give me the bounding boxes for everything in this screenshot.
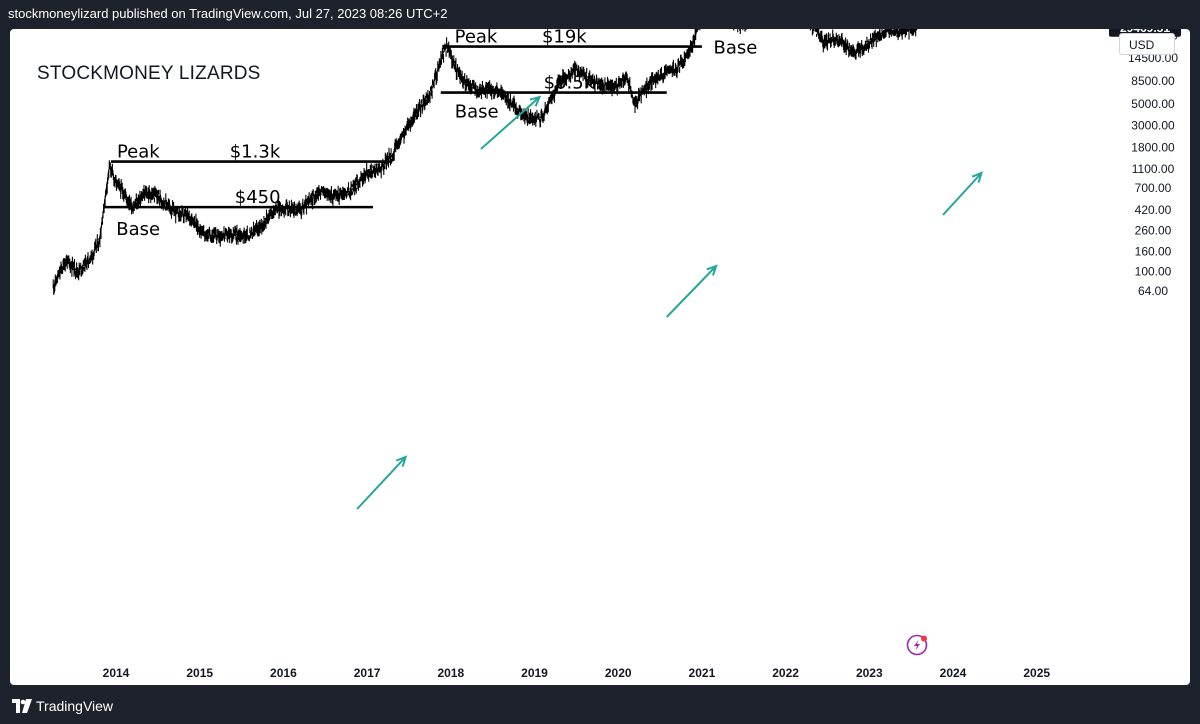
level-name-label: Peak	[117, 142, 160, 163]
price-tick-label: 1100.00	[1132, 162, 1175, 176]
price-axis[interactable]: 300000.00180000.00110000.0070000.0042000…	[1125, 29, 1182, 298]
trend-arrow-head	[395, 455, 408, 467]
trend-arrow-head	[529, 95, 542, 107]
price-tick-label: 3000.00	[1131, 119, 1175, 133]
year-tick-label: 2017	[354, 666, 381, 680]
price-tick-label: 64.00	[1138, 284, 1168, 298]
chart-frame[interactable]: Peak$1.3kBase$450Peak$19kBase$6.5kPeak$6…	[10, 29, 1190, 685]
trend-arrow-shaft	[666, 265, 717, 318]
price-tick-label: 5000.00	[1131, 97, 1175, 111]
level-labels: Peak$1.3kBase$450Peak$19kBase$6.5kPeak$6…	[116, 29, 758, 240]
price-tick-label: 160.00	[1135, 244, 1172, 258]
header-bar: stockmoneylizard published on TradingVie…	[0, 0, 1200, 28]
year-tick-label: 2024	[940, 666, 967, 680]
level-name-label: Base	[455, 102, 499, 123]
price-tick-label: 100.00	[1135, 265, 1172, 279]
chart-canvas[interactable]: Peak$1.3kBase$450Peak$19kBase$6.5kPeak$6…	[10, 29, 1190, 685]
footer-bar: TradingView	[0, 688, 1200, 724]
trend-arrow-shaft	[942, 172, 983, 216]
year-tick-label: 2018	[437, 666, 464, 680]
level-value-label: $19k	[542, 29, 587, 48]
year-tick-label: 2015	[186, 666, 213, 680]
price-line	[52, 29, 915, 288]
year-tick-label: 2021	[689, 666, 716, 680]
time-axis[interactable]: 2014 2015 2016 2017 2018 2019 2020 2021 2022 2023…	[103, 666, 1051, 680]
price-tick-label: 8500.00	[1131, 74, 1175, 88]
last-price-label: 29469.51	[1120, 29, 1170, 35]
year-tick-label: 2019	[521, 666, 548, 680]
tradingview-logo-icon[interactable]	[12, 699, 34, 713]
year-tick-label: 2014	[103, 666, 130, 680]
year-tick-label: 2020	[605, 666, 632, 680]
trend-arrows	[356, 95, 984, 510]
level-name-label: Base	[714, 38, 758, 59]
level-value-label: $450	[235, 187, 281, 208]
year-tick-label: 2016	[270, 666, 297, 680]
trend-arrow-shaft	[480, 96, 541, 150]
lightning-icon[interactable]	[906, 634, 928, 656]
level-lines	[104, 45, 702, 209]
price-tick-label: 1800.00	[1131, 141, 1175, 155]
trend-arrow-head	[706, 264, 718, 276]
year-tick-label: 2023	[856, 666, 883, 680]
trend-arrow-head	[971, 171, 984, 183]
chart-title: STOCKMONEY LIZARDS	[37, 63, 261, 84]
trend-arrow-shaft	[356, 456, 407, 510]
publish-info: stockmoneylizard published on TradingVie…	[8, 6, 448, 21]
price-tick-label: 700.00	[1135, 181, 1172, 195]
year-tick-label: 2022	[772, 666, 799, 680]
level-name-label: Peak	[455, 29, 498, 48]
footer-brand[interactable]: TradingView	[36, 698, 114, 714]
level-value-label: $6.5k	[544, 73, 595, 94]
level-name-label: Base	[116, 219, 160, 240]
price-tick-label: 420.00	[1135, 203, 1172, 217]
price-tick-label: 260.00	[1135, 224, 1172, 238]
price-series	[52, 29, 918, 295]
year-tick-label: 2025	[1023, 666, 1050, 680]
level-value-label: $1.3k	[230, 142, 281, 163]
currency-button[interactable]: USD	[1119, 33, 1175, 55]
